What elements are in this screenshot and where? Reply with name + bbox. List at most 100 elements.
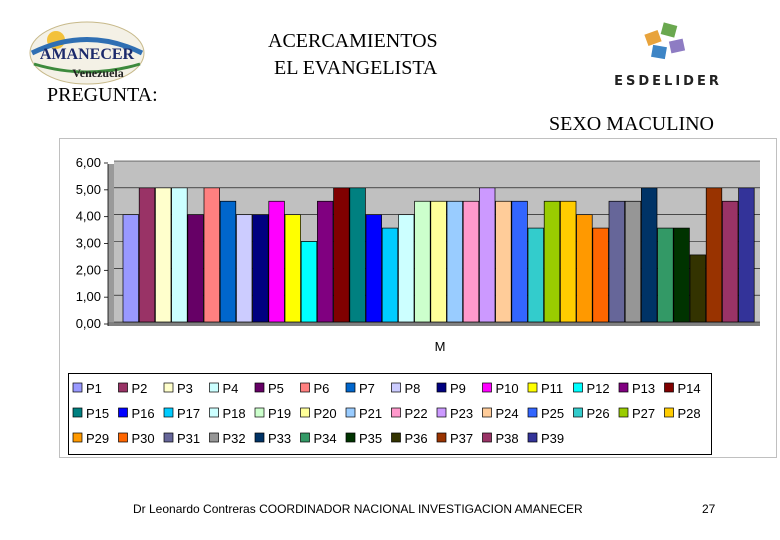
legend-label: P35	[359, 431, 382, 446]
legend-item: P1	[72, 381, 102, 396]
legend-item: P28	[664, 406, 701, 421]
legend-swatch	[209, 432, 219, 443]
legend-swatch	[391, 382, 401, 393]
legend-item: P39	[527, 431, 564, 446]
legend-label: P6	[314, 381, 330, 396]
bar-p10	[268, 200, 285, 323]
legend-label: P12	[587, 381, 610, 396]
legend-items: P1 P2 P3 P4 P5 P6 P7 P8 P9 P10 P11 P12 P13 P14 P15 P16 P…	[72, 381, 701, 446]
legend-item: P29	[72, 431, 109, 446]
legend-swatch	[300, 382, 310, 393]
bar-p1	[122, 214, 139, 323]
legend-swatch	[482, 382, 492, 393]
legend-label: P34	[314, 431, 337, 446]
legend-item: P31	[163, 431, 200, 446]
legend-swatch	[254, 432, 265, 443]
legend-swatch	[573, 382, 583, 393]
legend-label: P21	[359, 406, 382, 421]
legend-label: P5	[268, 381, 284, 396]
y-tick-label: 2,00	[76, 262, 101, 277]
bar-p39	[738, 187, 755, 323]
legend-item: P14	[664, 381, 701, 396]
legend-label: P11	[541, 381, 563, 396]
y-tick-label: 1,00	[76, 289, 101, 304]
legend-label: P1	[86, 381, 102, 396]
bar-p17	[381, 227, 399, 323]
title-line-1: ACERCAMIENTOS	[268, 30, 438, 52]
bar-p15	[349, 187, 366, 323]
legend-item: P10	[482, 381, 519, 396]
y-tick-label: 0,00	[76, 316, 101, 331]
legend-item: P20	[300, 406, 337, 421]
bar-p11	[284, 214, 301, 323]
bar-p14	[333, 187, 350, 323]
legend-swatch	[72, 407, 83, 418]
legend-swatch	[209, 407, 219, 418]
legend-item: P3	[163, 381, 193, 396]
legend-swatch	[618, 407, 629, 418]
title-line-2: EL EVANGELISTA	[274, 57, 438, 79]
puzzle-icon	[644, 22, 686, 60]
bar-p28	[560, 200, 577, 323]
bar-p7	[219, 200, 237, 323]
bar-p37	[705, 187, 723, 323]
bar-p26	[527, 227, 544, 323]
legend-label: P31	[177, 431, 200, 446]
legend-item: P25	[527, 406, 564, 421]
bar-p27	[543, 200, 561, 323]
legend-label: P8	[405, 381, 421, 396]
legend-label: P24	[496, 406, 519, 421]
bar-p2	[138, 187, 156, 323]
bar-chart: 0,00 1,00 2,00 3,00 4,00 5,00 6,00 M	[76, 155, 760, 354]
bar-p29	[576, 214, 593, 323]
legend-label: P27	[632, 406, 655, 421]
legend-label: P10	[496, 381, 519, 396]
legend-swatch	[345, 407, 356, 418]
bar-p21	[446, 200, 463, 323]
legend-swatch	[618, 382, 629, 393]
legend-item: P22	[391, 406, 428, 421]
legend-swatch	[163, 382, 174, 393]
legend-item: P24	[482, 406, 519, 421]
page-number: 27	[702, 502, 716, 516]
chart-legend: P1 P2 P3 P4 P5 P6 P7 P8 P9 P10 P11 P12 P13 P14 P15 P16 P…	[68, 373, 712, 455]
legend-label: P15	[86, 406, 109, 421]
legend-item: P12	[573, 381, 610, 396]
legend-item: P37	[436, 431, 473, 446]
y-tick-label: 6,00	[76, 155, 101, 170]
legend-label: P9	[450, 381, 466, 396]
legend-swatch	[300, 432, 310, 443]
bar-p34	[657, 227, 674, 323]
legend-swatch	[118, 407, 128, 418]
legend-item: P7	[345, 381, 375, 396]
x-axis-label: M	[435, 339, 446, 354]
legend-swatch	[118, 432, 128, 443]
legend-item: P32	[209, 431, 246, 446]
legend-item: P36	[391, 431, 428, 446]
legend-label: P33	[268, 431, 291, 446]
bar-p8	[236, 214, 253, 323]
sexo-label: SEXO MACULINO	[549, 113, 714, 135]
bar-p36	[689, 254, 706, 323]
legend-item: P4	[209, 381, 238, 396]
bar-p33	[641, 187, 658, 323]
legend-swatch	[345, 432, 356, 443]
legend-item: P34	[300, 431, 337, 446]
legend-swatch	[300, 407, 310, 418]
legend-label: P19	[268, 406, 291, 421]
legend-item: P26	[573, 406, 610, 421]
logo-left-line2: Venezuela	[72, 66, 124, 80]
legend-item: P8	[391, 381, 421, 396]
legend-item: P15	[72, 406, 109, 421]
legend-label: P3	[177, 381, 193, 396]
legend-swatch	[527, 407, 538, 418]
legend-item: P16	[118, 406, 155, 421]
legend-label: P22	[405, 406, 428, 421]
legend-label: P14	[678, 381, 701, 396]
legend-swatch	[72, 382, 83, 393]
legend-label: P36	[405, 431, 428, 446]
legend-item: P18	[209, 406, 246, 421]
bar-p4	[171, 187, 188, 323]
legend-item: P23	[436, 406, 473, 421]
amanecer-logo: AMANECER Venezuela	[28, 20, 146, 86]
